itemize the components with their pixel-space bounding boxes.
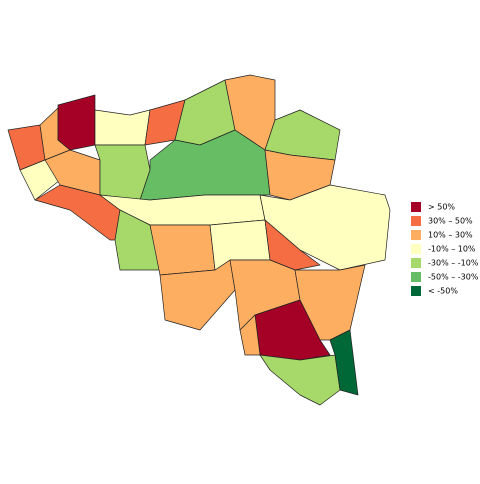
- legend-label: 10% – 30%: [428, 231, 473, 240]
- region: [264, 219, 321, 271]
- legend: > 50% 30% – 50% 10% – 30% -10% – 10% -30% – …: [411, 202, 479, 296]
- legend-label: > 50%: [428, 203, 455, 212]
- legend-label: -50% – -30%: [428, 273, 479, 282]
- legend-swatch: [411, 202, 421, 212]
- legend-label: -10% – 10%: [428, 245, 476, 254]
- legend-swatch: [411, 230, 421, 240]
- region: [57, 94, 96, 151]
- region: [329, 329, 359, 396]
- regions: [7, 74, 391, 406]
- region: [94, 144, 151, 201]
- region: [94, 109, 151, 146]
- region: [239, 314, 261, 356]
- legend-swatch: [411, 272, 421, 282]
- region: [259, 354, 341, 406]
- legend-swatch: [411, 286, 421, 296]
- legend-swatch: [411, 216, 421, 226]
- legend-label: < -50%: [428, 287, 458, 296]
- legend-label: 30% – 50%: [428, 217, 473, 226]
- legend-label: -30% – -10%: [428, 259, 479, 268]
- legend-swatch: [411, 258, 421, 268]
- legend-swatch: [411, 244, 421, 254]
- region: [149, 224, 216, 276]
